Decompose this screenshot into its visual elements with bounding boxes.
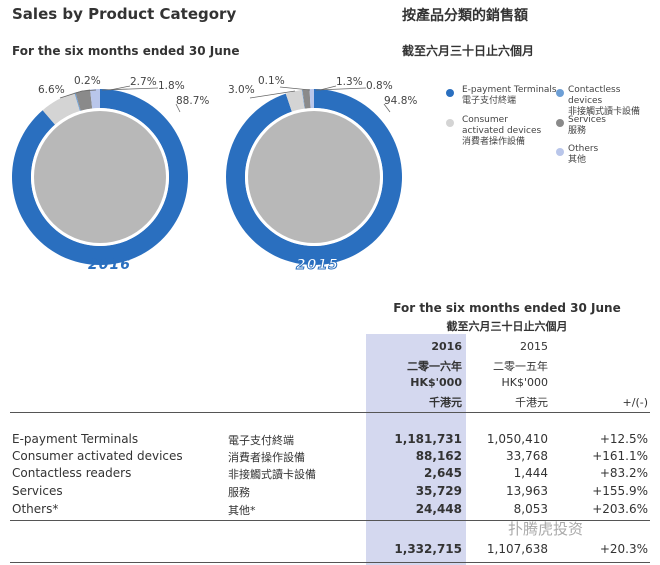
pct-label-2015-contactless: 0.1% [258, 75, 285, 87]
row-value-2015: 13,963 [506, 484, 548, 498]
legend-item-epayment: E-payment Terminals 電子支付終端 [462, 85, 557, 106]
slice-2016-services [75, 89, 93, 111]
table-header: For the six months ended 30 June [393, 301, 621, 315]
total-2015: 1,107,638 [486, 542, 548, 556]
total-change: +20.3% [599, 542, 648, 556]
legend-swatch-consumer-icon [446, 119, 454, 127]
table-header-zh: 截至六月三十日止六個月 [446, 320, 568, 333]
row-label-zh: 消費者操作設備 [228, 451, 305, 464]
legend: E-payment Terminals 電子支付終端 Contactless de… [440, 84, 655, 174]
slice-2015-services [302, 89, 311, 109]
slice-2015-consumer [285, 89, 305, 112]
row-label-zh: 其他* [228, 504, 256, 517]
row-value-2016: 88,162 [415, 449, 462, 463]
row-label: Services [12, 484, 63, 498]
legend-swatch-others-icon [556, 148, 564, 156]
row-change: +203.6% [592, 502, 648, 516]
row-change: +12.5% [599, 432, 648, 446]
pct-label-2015-services: 1.3% [336, 76, 363, 88]
col-2015-year: 2015 [520, 340, 548, 353]
row-change: +155.9% [592, 484, 648, 498]
table-subtotal-rule [10, 520, 650, 521]
col-2016-unit: HK$'000 [410, 376, 462, 389]
slice-2015-contactless [301, 89, 305, 109]
chart-title-zh: 按產品分類的銷售額 [402, 8, 528, 24]
col-2016-unit-zh: 千港元 [429, 396, 462, 409]
leader-line [81, 89, 97, 92]
row-label: E-payment Terminals [12, 432, 139, 446]
row-value-2015: 33,768 [506, 449, 548, 463]
legend-swatch-services-icon [556, 119, 564, 127]
leader-line [101, 87, 159, 91]
table-bottom-rule [10, 562, 650, 563]
donut-center-2015 [248, 111, 380, 243]
watermark: 扑腾虎投资 [508, 520, 584, 538]
leader-line [59, 90, 83, 99]
row-change: +83.2% [599, 466, 648, 480]
col-change-header: +/(-) [622, 396, 648, 409]
total-2016: 1,332,715 [394, 542, 462, 556]
col-2015-year-zh: 二零一五年 [493, 360, 548, 373]
legend-item-services: Services 服務 [568, 115, 606, 136]
slice-2016-consumer [42, 92, 80, 125]
pct-label-2016-epayment: 88.7% [176, 95, 210, 107]
row-value-2016: 2,645 [424, 466, 462, 480]
slice-2016-others [90, 89, 100, 109]
table-top-rule [10, 412, 650, 413]
legend-item-others: Others 其他 [568, 144, 599, 165]
row-label-zh: 電子支付終端 [228, 434, 294, 447]
row-label-zh: 服務 [228, 486, 250, 499]
donut-2015 [226, 89, 402, 265]
year-label-2016: 2016 [88, 257, 131, 273]
row-label: Others* [12, 502, 59, 516]
legend-item-contactless: Contactless devices 非接觸式讀卡設備 [568, 85, 641, 117]
row-label: Contactless readers [12, 466, 132, 480]
leader-line [279, 86, 311, 91]
pct-label-2016-others: 1.8% [158, 80, 185, 92]
row-value-2016: 35,729 [415, 484, 462, 498]
col-2015-unit: HK$'000 [501, 376, 548, 389]
slice-2016-contactless [74, 92, 81, 111]
row-value-2016: 24,448 [415, 502, 462, 516]
donut-2016 [12, 89, 189, 265]
legend-swatch-epayment-icon [446, 89, 454, 97]
leader-line [315, 87, 367, 91]
row-value-2015: 1,050,410 [486, 432, 548, 446]
col-2016-year-zh: 二零一六年 [407, 360, 462, 373]
row-label: Consumer activated devices [12, 449, 183, 463]
slice-2015-others [309, 89, 314, 109]
leader-line [383, 103, 391, 113]
pct-label-2016-contactless: 0.2% [74, 75, 101, 87]
col-2015-unit-zh: 千港元 [515, 396, 548, 409]
row-value-2015: 8,053 [513, 502, 548, 516]
row-label-zh: 非接觸式讀卡設備 [228, 468, 316, 481]
chart-subtitle: For the six months ended 30 June [12, 44, 240, 58]
leader-line [249, 90, 296, 99]
label-leader-lines [59, 85, 391, 113]
row-value-2016: 1,181,731 [394, 432, 462, 446]
chart-title: Sales by Product Category [12, 5, 237, 23]
col-2016-year: 2016 [431, 340, 462, 353]
donut-charts [12, 85, 402, 265]
row-change: +161.1% [592, 449, 648, 463]
legend-item-consumer: Consumer activated devices 消費者操作設備 [462, 115, 542, 147]
column-2016-highlight [366, 334, 466, 565]
pct-label-2015-others: 0.8% [366, 80, 393, 92]
legend-swatch-contactless-icon [556, 89, 564, 97]
pct-label-2016-consumer: 6.6% [38, 84, 65, 96]
leader-line [175, 103, 181, 113]
pct-label-2015-epayment: 94.8% [384, 95, 418, 107]
pct-label-2016-services: 2.7% [130, 76, 157, 88]
pct-label-2015-consumer: 3.0% [228, 84, 255, 96]
row-value-2015: 1,444 [513, 466, 548, 480]
year-label-2015: 2015 [296, 257, 339, 274]
chart-subtitle-zh: 截至六月三十日止六個月 [402, 44, 535, 58]
donut-center-2016 [34, 111, 166, 243]
